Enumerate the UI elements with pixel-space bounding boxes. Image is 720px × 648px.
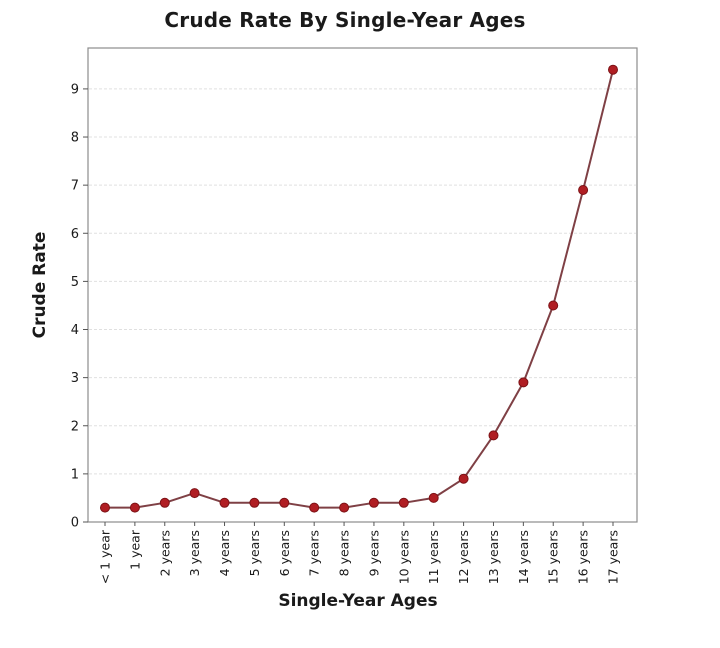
- data-point-13: [488, 430, 499, 441]
- x-tick-label-14: 14 years: [516, 530, 531, 584]
- data-point-0: [100, 502, 110, 513]
- x-tick-label-6: 6 years: [277, 530, 292, 576]
- y-tick-label-0: 0: [71, 516, 79, 531]
- data-point-12: [458, 473, 469, 484]
- y-tick-label-6: 6: [71, 227, 79, 242]
- data-point-11: [428, 492, 439, 503]
- x-axis-title: Single-Year Ages: [278, 591, 438, 611]
- x-tick-label-10: 10 years: [396, 530, 411, 584]
- x-tick-label-13: 13 years: [486, 530, 501, 584]
- x-tick-label-17: 17 years: [606, 530, 621, 584]
- x-tick-label-5: 5 years: [247, 530, 262, 576]
- x-tick-label-9: 9 years: [366, 530, 381, 576]
- x-tick-label-4: 4 years: [217, 530, 232, 576]
- x-tick-label-3: 3 years: [187, 530, 202, 576]
- data-point-16: [578, 185, 589, 195]
- data-point-17: [608, 64, 618, 75]
- data-point-7: [309, 502, 320, 513]
- data-line: [105, 69, 614, 509]
- plot-frame: [87, 47, 638, 523]
- x-tick-label-8: 8 years: [337, 530, 352, 576]
- y-tick-label-4: 4: [71, 323, 79, 338]
- y-tick-label-1: 1: [71, 467, 79, 482]
- y-tick-label-9: 9: [71, 82, 79, 97]
- plot-background: [88, 48, 637, 522]
- x-tick-label-11: 11 years: [426, 530, 441, 584]
- x-tick-label-12: 12 years: [456, 530, 471, 584]
- x-tick-label-7: 7 years: [307, 530, 322, 576]
- x-tick-label-16: 16 years: [576, 530, 591, 584]
- y-tick-label-5: 5: [71, 275, 79, 290]
- data-point-8: [339, 502, 350, 513]
- data-point-1: [129, 502, 140, 513]
- data-point-3: [189, 488, 200, 499]
- y-tick-label-8: 8: [71, 131, 79, 146]
- x-tick-label-0: < 1 year: [98, 529, 113, 584]
- x-tick-label-1: 1 year: [127, 529, 142, 570]
- chart-title: Crude Rate By Single-Year Ages: [164, 8, 526, 32]
- data-point-15: [548, 300, 559, 311]
- data-point-4: [219, 497, 230, 508]
- data-point-5: [249, 497, 260, 508]
- y-tick-label-2: 2: [71, 419, 79, 434]
- x-tick-label-2: 2 years: [157, 530, 172, 576]
- data-point-2: [159, 497, 170, 508]
- data-point-9: [368, 497, 379, 508]
- data-point-10: [398, 497, 409, 508]
- data-point-6: [279, 497, 290, 508]
- x-tick-label-15: 15 years: [546, 530, 561, 584]
- y-tick-label-7: 7: [71, 179, 79, 194]
- data-point-14: [518, 377, 529, 388]
- y-tick-label-3: 3: [71, 371, 79, 386]
